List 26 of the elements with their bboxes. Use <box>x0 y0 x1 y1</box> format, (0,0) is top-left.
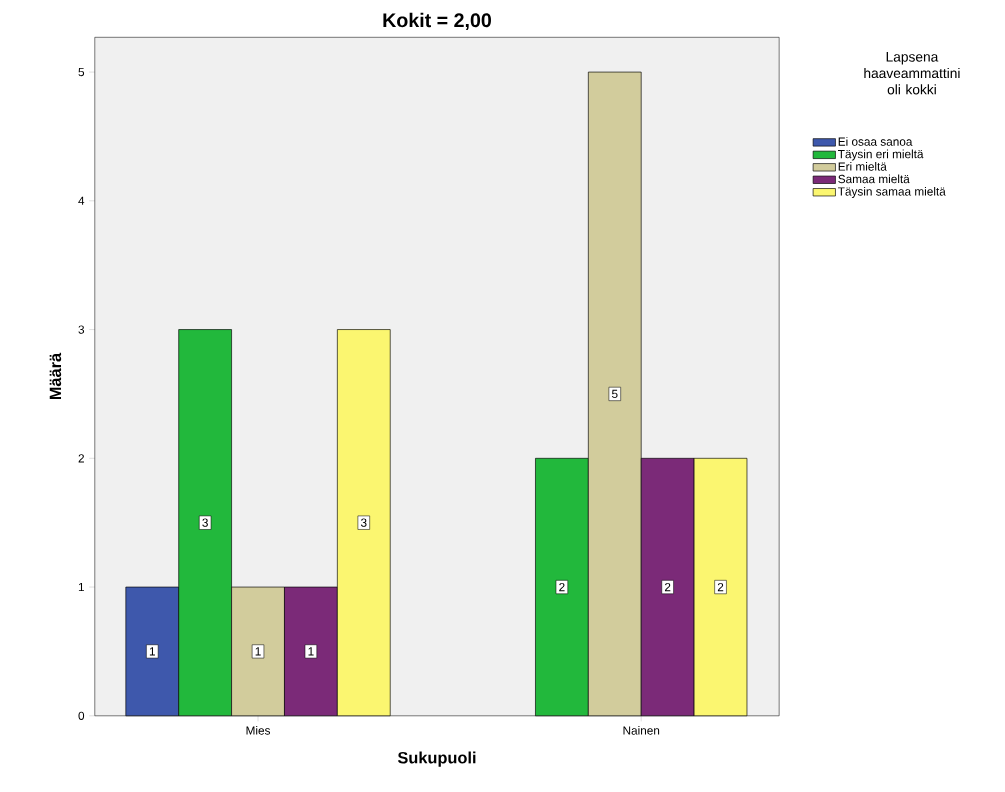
x-axis-title: Sukupuoli <box>397 751 476 767</box>
x-tick-label: Mies <box>246 725 271 735</box>
x-tick-label: Nainen <box>623 725 660 735</box>
legend-label: Eri mieltä <box>838 161 887 171</box>
legend-label: Ei osaa sanoa <box>838 136 913 146</box>
legend-label: Samaa mieltä <box>838 174 910 184</box>
data-label: 3 <box>360 518 367 527</box>
data-label: 1 <box>149 647 155 656</box>
y-tick-label: 0 <box>78 711 85 720</box>
legend-title: Lapsena haaveammattini oli kokki <box>864 51 960 95</box>
data-label: 1 <box>308 647 314 656</box>
data-label: 3 <box>202 518 208 527</box>
y-tick-label: 3 <box>78 325 85 334</box>
data-label: 2 <box>559 582 565 591</box>
y-tick-label: 5 <box>78 67 85 76</box>
chart-title: Kokit = 2,00 <box>383 12 491 30</box>
y-tick-label: 2 <box>78 454 84 463</box>
legend-label: Täysin samaa mieltä <box>838 186 946 198</box>
data-label: 5 <box>611 389 618 398</box>
data-label: 1 <box>255 647 261 656</box>
data-label: 2 <box>717 582 724 591</box>
data-label: 2 <box>664 582 671 591</box>
y-axis-title: Määrä <box>49 352 62 399</box>
legend-label: Täysin eri mieltä <box>838 149 924 161</box>
y-tick-label: 4 <box>78 196 85 205</box>
y-tick-label: 1 <box>78 582 84 591</box>
